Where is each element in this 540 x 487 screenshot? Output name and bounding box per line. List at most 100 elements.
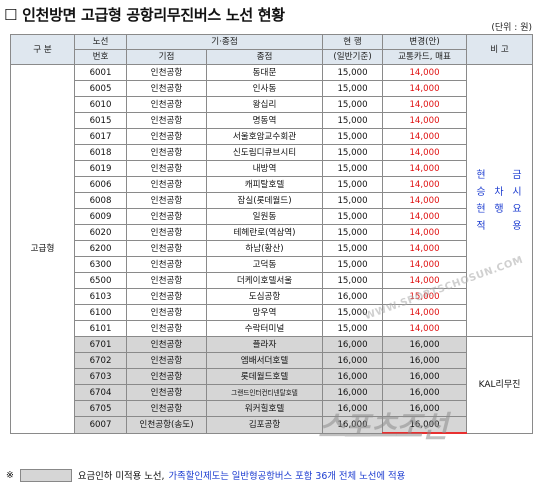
- start-stop-cell: 인천공항: [126, 208, 207, 225]
- table-row: 6101 인천공항 수락터미널 15,000 14,000: [11, 320, 533, 337]
- table-row: 고급형 6001 인천공항 동대문 15,000 14,000 현 금 승 차 시 현 행 요 적 용: [10, 64, 534, 434]
- watermark-logo: 스포츠조선: [318, 410, 448, 445]
- new-fare-cell: 14,000: [382, 240, 468, 257]
- remark-kal-cell: KAL리무진: [466, 336, 534, 434]
- start-stop-cell: 인천공항: [126, 272, 207, 289]
- start-stop-cell: 인천공항: [126, 160, 207, 177]
- current-fare-cell: 15,000: [322, 256, 384, 273]
- end-stop-cell: 엠배서더호텔: [205, 352, 324, 369]
- remark-char: 시: [512, 186, 523, 198]
- table-row: 6005 인천공항 인사동 15,000 14,000: [11, 80, 533, 97]
- current-fare-cell: 15,000: [322, 160, 384, 177]
- route-number-cell: 6704: [74, 384, 127, 401]
- header-start: 기점: [126, 49, 207, 65]
- page-title: ☐ 인천방면 고급형 공항리무진버스 노선 현황: [4, 6, 285, 24]
- table-row: 6704 인천공항 그랜드인터컨티넨탈호텔 16,000 16,000: [11, 384, 533, 401]
- route-number-cell: 6007: [74, 416, 127, 434]
- table-row: 6008 인천공항 잠실(롯데월드) 15,000 14,000: [11, 192, 533, 209]
- table-row: 6200 인천공항 하남(황산) 15,000 14,000: [11, 240, 533, 257]
- route-number-cell: 6101: [74, 320, 127, 337]
- route-number-cell: 6017: [74, 128, 127, 145]
- new-fare-cell: 14,000: [382, 256, 468, 273]
- table-row: 6705 인천공항 워커힐호텔 16,000 16,000: [11, 400, 533, 417]
- current-fare-cell: 15,000: [322, 112, 384, 129]
- start-stop-cell: 인천공항: [126, 96, 207, 113]
- current-fare-cell: 15,000: [322, 320, 384, 337]
- end-stop-cell: 캐피탈호텔: [205, 176, 324, 193]
- current-fare-cell: 15,000: [322, 128, 384, 145]
- footnote: ※ 요금인하 미적용 노선, 가족할인제도는 일반형공항버스 포함 36개 전체…: [6, 468, 405, 482]
- remark-char: 용: [512, 220, 523, 232]
- route-number-cell: 6020: [74, 224, 127, 241]
- remark-char: 차: [494, 186, 505, 198]
- current-fare-cell: 16,000: [322, 288, 384, 305]
- current-fare-cell: 15,000: [322, 272, 384, 289]
- remark-char: 금: [512, 169, 523, 181]
- end-stop-cell: 신도림디큐브시티: [205, 144, 324, 161]
- end-stop-cell: 고덕동: [205, 256, 324, 273]
- gray-legend-swatch: [19, 468, 72, 482]
- start-stop-cell: 인천공항: [126, 368, 207, 385]
- end-stop-cell: 동대문: [205, 64, 324, 81]
- start-stop-cell: 인천공항: [126, 224, 207, 241]
- unit-label: (단위 : 원): [491, 23, 532, 33]
- start-stop-cell: 인천공항: [126, 336, 207, 353]
- start-stop-cell: 인천공항: [126, 400, 207, 417]
- table-row: 6007 인천공항(송도) 김포공항 16,000 16,000: [11, 416, 533, 434]
- start-stop-cell: 인천공항: [126, 384, 207, 401]
- new-fare-cell: 16,000: [382, 368, 468, 385]
- table-row: 6006 인천공항 캐피탈호텔 15,000 14,000: [11, 176, 533, 193]
- table-row: 6300 인천공항 고덕동 15,000 14,000: [11, 256, 533, 273]
- current-fare-cell: 15,000: [322, 192, 384, 209]
- header-new-top: 변경(안): [382, 34, 468, 50]
- current-fare-cell: 15,000: [322, 144, 384, 161]
- remark-char: 현: [476, 169, 487, 181]
- header-stops: 기·종점: [125, 34, 324, 50]
- table-row: 6015 인천공항 명동역 15,000 14,000: [11, 112, 533, 129]
- route-number-cell: 6010: [74, 96, 127, 113]
- current-fare-cell: 15,000: [322, 224, 384, 241]
- table-row: 6019 인천공항 내방역 15,000 14,000: [11, 160, 533, 177]
- new-fare-cell: 16,000: [382, 336, 468, 353]
- table-row: 6010 인천공항 왕십리 15,000 14,000: [11, 96, 533, 113]
- route-number-cell: 6019: [74, 160, 127, 177]
- table-row: 6103 인천공항 도심공항 16,000 15,000: [11, 288, 533, 305]
- route-number-cell: 6701: [74, 336, 127, 353]
- current-fare-cell: 16,000: [322, 368, 384, 385]
- remark-char: 승: [476, 186, 487, 198]
- new-fare-cell: 16,000: [382, 384, 468, 401]
- route-number-cell: 6500: [74, 272, 127, 289]
- end-stop-cell: 그랜드인터컨티넨탈호텔: [205, 384, 324, 401]
- end-stop-cell: 김포공항: [205, 416, 324, 434]
- current-fare-cell: 16,000: [322, 384, 384, 401]
- start-stop-cell: 인천공항: [126, 144, 207, 161]
- new-fare-cell: 14,000: [382, 176, 468, 193]
- header-remark: 비 고: [466, 34, 534, 65]
- route-number-cell: 6200: [74, 240, 127, 257]
- table-row: 6009 인천공항 일원동 15,000 14,000: [11, 208, 533, 225]
- new-fare-cell: 14,000: [382, 64, 468, 81]
- route-number-cell: 6702: [74, 352, 127, 369]
- route-number-cell: 6018: [74, 144, 127, 161]
- start-stop-cell: 인천공항: [126, 352, 207, 369]
- end-stop-cell: 명동역: [205, 112, 324, 129]
- start-stop-cell: 인천공항: [126, 256, 207, 273]
- route-number-cell: 6015: [74, 112, 127, 129]
- current-fare-cell: 15,000: [322, 64, 384, 81]
- start-stop-cell: 인천공항: [126, 64, 207, 81]
- grade-cell: 고급형: [10, 64, 75, 434]
- remark-char: [491, 218, 509, 235]
- new-fare-cell: 16,000: [382, 352, 468, 369]
- start-stop-cell: 인천공항(송도): [126, 416, 207, 434]
- end-stop-cell: 내방역: [205, 160, 324, 177]
- table-row: 6020 인천공항 테헤란로(역삼역) 15,000 14,000: [11, 224, 533, 241]
- end-stop-cell: 하남(황산): [205, 240, 324, 257]
- end-stop-cell: 워커힐호텔: [205, 400, 324, 417]
- new-fare-cell: 14,000: [382, 208, 468, 225]
- new-fare-cell: 16,000: [382, 416, 468, 434]
- table-row: 6703 인천공항 롯데월드호텔 16,000 16,000: [11, 368, 533, 385]
- current-fare-cell: 16,000: [322, 352, 384, 369]
- header-current-bottom: (일반기준): [322, 49, 384, 65]
- remark-char: 적: [476, 220, 487, 232]
